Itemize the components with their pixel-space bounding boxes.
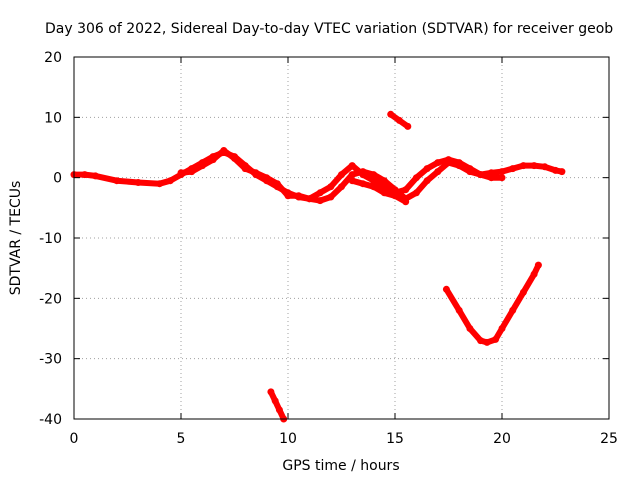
data-point — [519, 288, 527, 296]
y-axis-label: SDTVAR / TECUs — [8, 181, 24, 296]
data-point — [423, 177, 431, 185]
data-point — [359, 180, 367, 188]
data-point — [455, 159, 463, 167]
data-point — [530, 162, 538, 170]
y-tick-label: -40 — [39, 412, 62, 428]
data-point — [370, 183, 378, 191]
series-arc-short-top — [387, 110, 412, 130]
y-tick-label: 20 — [44, 50, 62, 66]
data-point — [402, 186, 410, 194]
data-point — [348, 162, 356, 170]
data-point — [466, 165, 474, 173]
data-point — [498, 325, 506, 332]
data-point — [477, 337, 485, 345]
series-arc-bottom — [267, 388, 288, 423]
data-point — [113, 177, 121, 185]
series-arc-v-shape — [442, 261, 542, 346]
data-point — [275, 406, 283, 414]
x-tick-label: 5 — [177, 431, 186, 447]
data-point — [391, 192, 399, 200]
data-point — [434, 159, 442, 167]
data-point — [487, 174, 495, 182]
data-point — [466, 325, 474, 332]
data-point — [445, 156, 452, 164]
data-point — [267, 388, 275, 396]
chart-title: Day 306 of 2022, Sidereal Day-to-day VTE… — [45, 21, 613, 37]
data-point — [412, 174, 420, 182]
data-point — [271, 397, 279, 405]
x-tick-label: 20 — [493, 431, 511, 447]
data-point — [231, 154, 238, 162]
data-point — [263, 174, 271, 182]
data-point — [166, 177, 174, 185]
data-point — [455, 306, 463, 314]
data-point — [558, 168, 566, 176]
data-point — [316, 189, 324, 197]
data-point — [91, 172, 99, 180]
data-point — [359, 171, 367, 179]
data-point — [273, 180, 281, 188]
data-point — [316, 197, 324, 205]
data-point — [404, 122, 412, 130]
series-line — [267, 388, 287, 422]
data-point — [498, 168, 506, 176]
y-tick-label: 0 — [53, 171, 62, 187]
data-point — [483, 338, 491, 346]
data-point — [402, 198, 410, 206]
data-point — [395, 116, 403, 124]
x-tick-label: 25 — [600, 431, 618, 447]
data-point — [198, 162, 206, 170]
data-point — [348, 177, 356, 185]
y-tick-label: -10 — [39, 231, 62, 247]
data-point — [338, 171, 345, 179]
data-point — [134, 179, 142, 186]
data-point — [81, 171, 89, 179]
data-point — [284, 192, 292, 200]
data-point — [220, 147, 228, 154]
data-point — [295, 192, 303, 200]
data-point — [412, 189, 420, 197]
data-point — [370, 177, 378, 185]
data-point — [530, 270, 538, 278]
series-line — [443, 262, 542, 346]
data-point — [177, 169, 185, 177]
data-point — [348, 171, 356, 179]
data-point — [509, 165, 517, 173]
data-point — [380, 189, 388, 197]
y-tick-label: -30 — [39, 352, 62, 368]
data-point — [509, 306, 517, 314]
data-point — [434, 168, 442, 176]
data-point — [209, 156, 217, 164]
data-point — [241, 165, 249, 173]
series-arc-main-b — [177, 147, 506, 203]
data-point — [387, 110, 395, 118]
data-point — [534, 261, 542, 269]
y-tick-label: 10 — [44, 110, 62, 126]
series-arc-main-c — [348, 177, 410, 206]
data-point — [477, 171, 485, 179]
x-axis-label: GPS time / hours — [282, 458, 399, 474]
data-point — [552, 166, 559, 174]
data-point — [423, 165, 431, 173]
data-point — [519, 162, 527, 170]
x-tick-label: 10 — [279, 431, 297, 447]
data-point — [252, 169, 260, 177]
x-tick-label: 15 — [386, 431, 404, 447]
data-point — [492, 335, 500, 343]
data-point — [498, 174, 506, 182]
data-point — [338, 183, 345, 191]
data-point — [327, 193, 335, 201]
data-point — [305, 195, 313, 203]
data-point — [442, 285, 450, 293]
data-point — [541, 163, 549, 171]
data-point — [188, 168, 196, 176]
y-tick-label: -20 — [39, 291, 62, 307]
data-point — [327, 183, 335, 191]
data-point — [156, 180, 164, 188]
x-tick-label: 0 — [70, 431, 79, 447]
